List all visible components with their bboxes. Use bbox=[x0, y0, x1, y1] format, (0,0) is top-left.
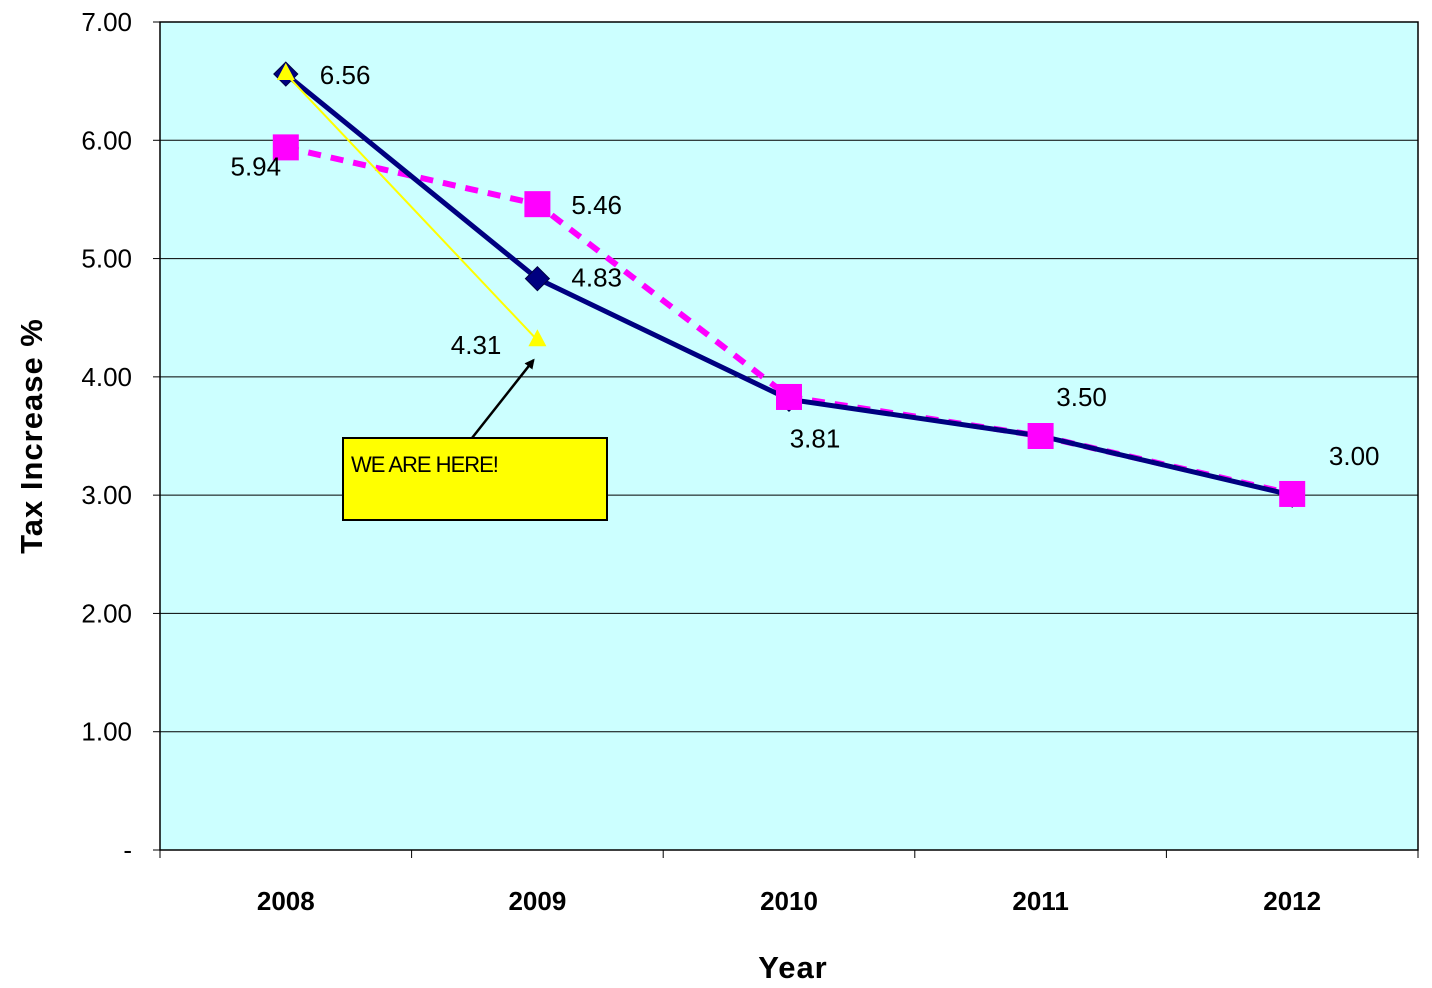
callout-box bbox=[342, 437, 608, 521]
y-tick-label: - bbox=[123, 835, 132, 865]
y-axis-title: Tax Increase % bbox=[14, 318, 49, 554]
data-label: 3.00 bbox=[1329, 441, 1380, 471]
diamond-marker bbox=[524, 265, 551, 292]
square-marker bbox=[1279, 480, 1306, 507]
y-tick-label: 7.00 bbox=[81, 7, 132, 37]
series-line-magenta bbox=[285, 144, 1293, 497]
series bbox=[272, 61, 1306, 508]
y-tick-label: 4.00 bbox=[81, 362, 132, 392]
data-label: 5.94 bbox=[230, 151, 281, 181]
square-marker bbox=[524, 191, 551, 218]
callout: WE ARE HERE! bbox=[342, 358, 608, 521]
data-label: 4.83 bbox=[571, 263, 622, 293]
y-tick-label: 3.00 bbox=[81, 480, 132, 510]
y-tick-label: 2.00 bbox=[81, 598, 132, 628]
data-label: 5.46 bbox=[571, 190, 622, 220]
series-line-yellow bbox=[285, 73, 539, 341]
data-label: 3.50 bbox=[1056, 382, 1107, 412]
triangle-marker bbox=[276, 63, 295, 81]
square-marker bbox=[1027, 423, 1054, 449]
plot-area bbox=[159, 21, 1419, 851]
square-marker bbox=[776, 383, 802, 410]
y-tick-label: 5.00 bbox=[81, 244, 132, 274]
square-marker bbox=[272, 134, 299, 161]
x-tick-label: 2010 bbox=[760, 886, 818, 916]
y-tick-label: 1.00 bbox=[81, 717, 132, 747]
x-axis-title: Year bbox=[758, 950, 828, 985]
x-tick-label: 2012 bbox=[1263, 886, 1321, 916]
triangle-marker bbox=[528, 329, 547, 347]
callout-arrow bbox=[471, 358, 535, 439]
callout-text: WE ARE HERE! bbox=[351, 452, 498, 477]
data-label: 3.81 bbox=[790, 423, 841, 453]
data-labels: 6.56 4.83 3.81 3.50 3.00 5.94 5.46 4.31 bbox=[230, 60, 1379, 471]
x-tick-label: 2011 bbox=[1012, 886, 1068, 916]
x-tick-label: 2008 bbox=[257, 886, 315, 916]
data-label: 6.56 bbox=[320, 60, 371, 90]
axes: - 1.00 2.00 3.00 4.00 5.00 6.00 7.00 2008 2009 201… bbox=[81, 7, 1419, 916]
data-label: 4.31 bbox=[451, 330, 502, 360]
y-tick-label: 6.00 bbox=[81, 125, 132, 155]
x-tick-label: 2009 bbox=[508, 886, 566, 916]
